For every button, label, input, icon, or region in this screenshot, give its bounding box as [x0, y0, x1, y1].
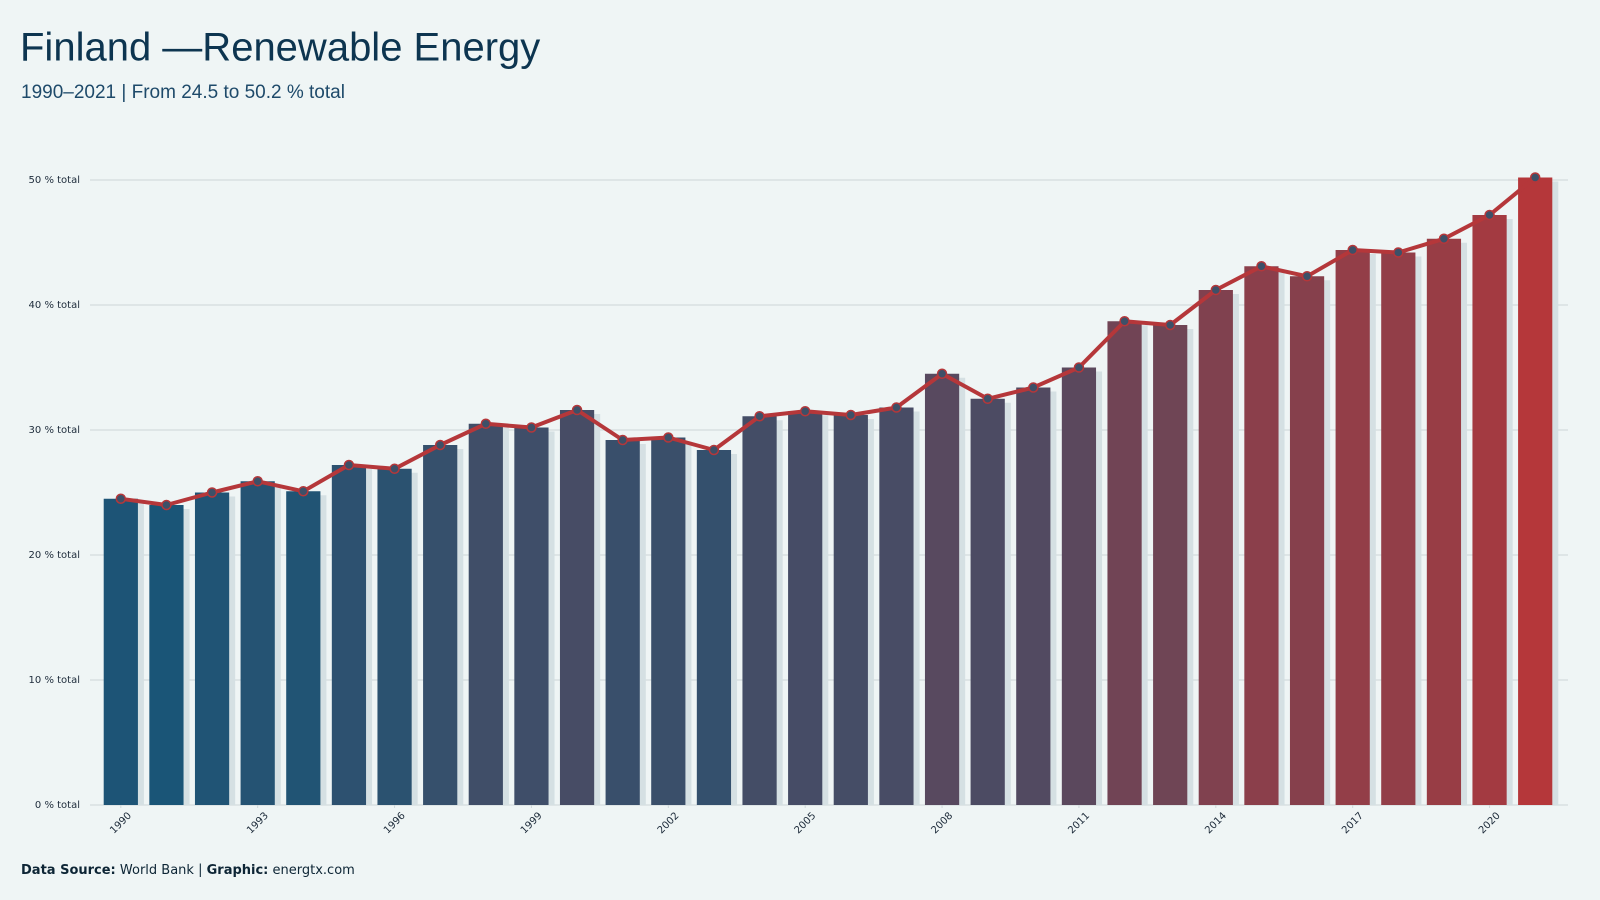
point	[206, 487, 218, 498]
point	[115, 493, 127, 504]
bar	[1061, 367, 1097, 805]
point	[252, 476, 263, 487]
source: World Bank	[120, 863, 195, 878]
point	[298, 486, 309, 497]
point	[982, 393, 993, 404]
point	[1256, 261, 1267, 272]
point	[1028, 382, 1039, 393]
bar	[240, 481, 275, 805]
point	[1301, 271, 1313, 282]
bar	[514, 427, 549, 805]
point	[571, 404, 583, 416]
bar	[651, 437, 686, 805]
y-tick-label: 20 % total	[29, 550, 80, 561]
point	[1073, 362, 1085, 373]
bar	[970, 398, 1005, 805]
bar	[1153, 325, 1188, 805]
bar	[696, 450, 732, 805]
bar	[1198, 290, 1233, 805]
bar	[1016, 387, 1051, 805]
bar	[331, 465, 367, 805]
bar	[1472, 215, 1507, 805]
bar	[286, 491, 321, 805]
bar	[377, 468, 412, 805]
y-tick-label: 0 % total	[35, 800, 80, 811]
chart-subtitle: 1990–2021 | From 24.5 to 50.2 % total	[21, 82, 345, 103]
bar	[423, 445, 458, 805]
trend-line	[120, 175, 1537, 507]
bar	[1289, 276, 1325, 805]
point	[708, 444, 720, 456]
point	[799, 406, 811, 417]
point	[1393, 247, 1404, 258]
point	[936, 368, 948, 379]
bar	[468, 423, 503, 805]
y-tick-label: 50 % total	[29, 175, 80, 186]
point	[1119, 316, 1130, 327]
bar	[1518, 177, 1553, 805]
bar	[559, 410, 595, 805]
bar	[1381, 252, 1416, 805]
y-tick-label: 10 % total	[29, 675, 80, 686]
bar	[788, 411, 823, 805]
bar	[1107, 321, 1142, 805]
graphic-label: Graphic:	[207, 863, 269, 878]
bar	[103, 498, 138, 805]
point	[617, 434, 628, 446]
bar	[149, 505, 184, 805]
graphic: energtx.com	[273, 863, 355, 878]
point	[480, 418, 492, 429]
bar	[879, 407, 914, 805]
point	[1164, 319, 1176, 331]
point	[663, 432, 674, 443]
bar	[605, 440, 640, 805]
point	[1438, 233, 1450, 244]
point	[1210, 284, 1222, 296]
point	[526, 422, 537, 433]
point	[1484, 209, 1495, 221]
point	[434, 439, 446, 451]
bar	[1335, 250, 1370, 805]
point	[1347, 244, 1358, 256]
footer: Data Source: World Bank | Graphic: energ…	[21, 863, 355, 878]
point	[845, 409, 857, 421]
chart-title: Finland —Renewable Energy	[20, 26, 540, 70]
point	[161, 499, 172, 511]
point	[1529, 172, 1541, 183]
y-tick-label: 40 % total	[29, 300, 80, 311]
bar	[1244, 266, 1279, 805]
point	[389, 463, 400, 474]
y-tick-label: 30 % total	[29, 425, 80, 436]
source-label: Data Source:	[21, 863, 116, 878]
bar	[924, 373, 960, 805]
bar	[1426, 238, 1462, 805]
point	[343, 459, 355, 471]
point	[891, 402, 902, 413]
point	[754, 411, 765, 422]
bar	[194, 492, 230, 805]
bar	[742, 416, 777, 805]
bar	[833, 415, 868, 805]
